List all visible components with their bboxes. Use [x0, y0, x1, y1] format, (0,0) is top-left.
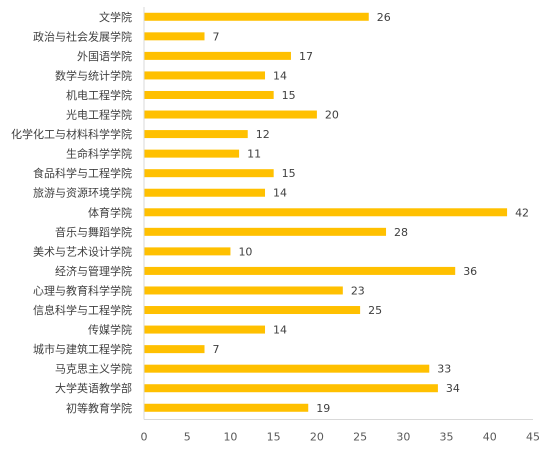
data-label: 14 [273, 187, 287, 200]
category-label: 音乐与舞蹈学院 [55, 225, 132, 239]
bar [144, 12, 369, 21]
data-label: 25 [368, 304, 382, 317]
data-label: 12 [256, 128, 270, 141]
x-tick-label: 30 [396, 431, 410, 444]
bar-group [144, 12, 508, 412]
bar [144, 286, 343, 295]
bar [144, 169, 274, 178]
x-tick-label: 45 [526, 431, 540, 444]
category-label-group: 文学院政治与社会发展学院外国语学院数学与统计学院机电工程学院光电工程学院化学化工… [11, 10, 132, 415]
x-tick-label-group: 0 5 10 15 20 25 30 35 40 45 [141, 431, 541, 444]
bar [144, 384, 438, 393]
bar [144, 51, 291, 60]
data-label: 11 [247, 148, 261, 161]
data-label: 7 [213, 343, 220, 356]
x-tick-label: 35 [440, 431, 454, 444]
axis-group [143, 7, 533, 421]
bar [144, 90, 274, 99]
category-label: 光电工程学院 [66, 108, 132, 122]
category-label: 文学院 [99, 10, 132, 24]
bar [144, 227, 387, 236]
category-label: 食品科学与工程学院 [33, 166, 132, 180]
category-label: 传媒学院 [88, 323, 132, 337]
data-label: 36 [463, 265, 477, 278]
category-label: 经济与管理学院 [55, 264, 132, 278]
data-label: 7 [213, 30, 220, 43]
data-label: 19 [316, 402, 330, 415]
category-label: 初等教育学院 [66, 401, 132, 415]
category-label: 城市与建筑工程学院 [33, 342, 132, 356]
x-tick-label: 0 [141, 431, 148, 444]
category-label: 信息科学与工程学院 [33, 303, 132, 317]
data-label: 14 [273, 69, 287, 82]
category-label: 数学与统计学院 [55, 68, 132, 82]
bar [144, 71, 266, 80]
bar [144, 188, 266, 197]
data-label: 10 [238, 245, 252, 258]
category-label: 政治与社会发展学院 [33, 29, 132, 43]
category-label: 大学英语教学部 [55, 381, 132, 395]
category-label: 机电工程学院 [66, 88, 132, 102]
x-tick-label: 20 [310, 431, 324, 444]
data-label: 15 [282, 89, 296, 102]
category-label: 美术与艺术设计学院 [33, 244, 132, 258]
category-label: 马克思主义学院 [55, 362, 132, 376]
data-label: 33 [437, 363, 451, 376]
category-label: 心理与教育科学学院 [33, 283, 132, 297]
category-label: 生命科学学院 [66, 147, 132, 161]
x-tick-label: 25 [353, 431, 367, 444]
category-label: 体育学院 [88, 205, 132, 219]
data-label: 28 [394, 226, 408, 239]
bar [144, 306, 361, 315]
data-label: 20 [325, 109, 339, 122]
data-label: 15 [282, 167, 296, 180]
data-label: 17 [299, 50, 313, 63]
category-label: 旅游与资源环境学院 [33, 186, 132, 200]
bar [144, 149, 240, 158]
category-label: 化学化工与材料科学学院 [11, 127, 132, 141]
data-label: 23 [351, 284, 365, 297]
data-label: 26 [377, 11, 391, 24]
bar [144, 266, 456, 275]
bar [144, 345, 205, 354]
data-label: 34 [446, 382, 460, 395]
x-tick-label: 40 [483, 431, 497, 444]
x-tick-label: 5 [184, 431, 191, 444]
data-label: 14 [273, 324, 287, 337]
bar [144, 130, 248, 139]
bar [144, 403, 309, 412]
bar [144, 364, 430, 373]
bar [144, 32, 205, 41]
category-label: 外国语学院 [77, 49, 132, 63]
data-label: 42 [515, 206, 529, 219]
bar [144, 208, 508, 217]
bar [144, 325, 266, 334]
bar [144, 247, 231, 256]
x-tick-label: 10 [223, 431, 237, 444]
bar [144, 110, 317, 119]
x-tick-label: 15 [267, 431, 281, 444]
